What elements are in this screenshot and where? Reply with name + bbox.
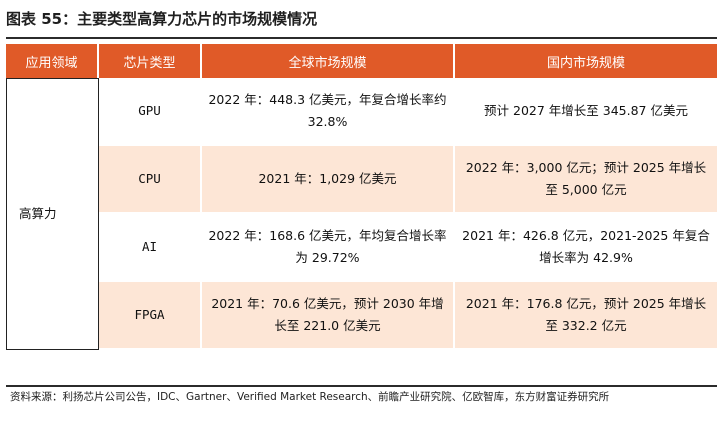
table-row: 高算力 GPU 2022 年：448.3 亿美元，年复合增长率约 32.8% 预… [6,78,717,350]
header-global-market: 全球市场规模 [202,44,455,78]
table-header-row: 应用领域 芯片类型 全球市场规模 国内市场规模 [6,44,717,78]
source-note: 资料来源：利扬芯片公司公告，IDC、Gartner、Verified Marke… [10,391,610,403]
header-domestic-market: 国内市场规模 [455,44,717,78]
global-market-cell: 2021 年：1,029 亿美元 [202,146,455,214]
header-application-area: 应用领域 [6,44,99,78]
figure-title: 图表 55：主要类型高算力芯片的市场规模情况 [6,10,318,28]
header-chip-type: 芯片类型 [99,44,202,78]
domestic-market-cell: 2022 年：3,000 亿元；预计 2025 年增长至 5,000 亿元 [455,146,717,214]
chip-type-cell: GPU [99,78,202,146]
market-size-table: 应用领域 芯片类型 全球市场规模 国内市场规模 高算力 GPU 2022 年：4… [6,44,717,350]
table-row: CPU 2021 年：1,029 亿美元 2022 年：3,000 亿元；预计 … [6,146,717,214]
domestic-market-cell: 2021 年：426.8 亿元，2021-2025 年复合增长率为 42.9% [455,214,717,282]
global-market-cell: 2021 年：70.6 亿美元，预计 2030 年增长至 221.0 亿美元 [202,282,455,350]
chip-type-cell: AI [99,214,202,282]
application-area-cell: 高算力 [6,78,99,350]
domestic-market-cell: 2021 年：176.8 亿元，预计 2025 年增长至 332.2 亿元 [455,282,717,350]
chip-type-cell: CPU [99,146,202,214]
domestic-market-cell: 预计 2027 年增长至 345.87 亿美元 [455,78,717,146]
title-divider [6,37,717,39]
chip-type-cell: FPGA [99,282,202,350]
source-divider [6,385,717,387]
table-row: FPGA 2021 年：70.6 亿美元，预计 2030 年增长至 221.0 … [6,282,717,350]
global-market-cell: 2022 年：448.3 亿美元，年复合增长率约 32.8% [202,78,455,146]
global-market-cell: 2022 年：168.6 亿美元，年均复合增长率为 29.72% [202,214,455,282]
table-row: AI 2022 年：168.6 亿美元，年均复合增长率为 29.72% 2021… [6,214,717,282]
